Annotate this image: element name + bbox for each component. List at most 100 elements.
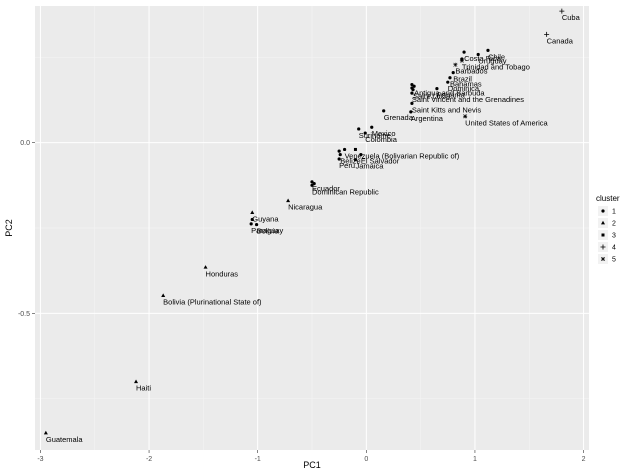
legend-label: 5 bbox=[612, 257, 616, 264]
point-label: Panama bbox=[437, 91, 466, 100]
data-point bbox=[337, 149, 341, 153]
point-label: Peru bbox=[339, 161, 355, 170]
data-point bbox=[448, 76, 452, 80]
data-points bbox=[43, 8, 565, 435]
y-tick-label: 0.0 bbox=[20, 140, 30, 147]
point-label: Argentina bbox=[411, 114, 444, 123]
data-point bbox=[337, 157, 341, 161]
point-label: Costa Rica bbox=[464, 54, 502, 63]
x-tick-label: 0 bbox=[364, 456, 368, 463]
legend-marker bbox=[601, 220, 605, 225]
data-point bbox=[410, 82, 414, 87]
legend-marker bbox=[601, 233, 605, 237]
point-label: Grenada bbox=[384, 113, 414, 122]
point-label: Dominica bbox=[448, 84, 480, 93]
data-point bbox=[370, 125, 374, 129]
data-point bbox=[310, 183, 314, 187]
legend-marker bbox=[601, 209, 605, 213]
point-label: Ecuador bbox=[312, 184, 340, 193]
data-point bbox=[203, 265, 208, 269]
x-tick-label: -2 bbox=[146, 456, 152, 463]
grid-minor bbox=[35, 6, 589, 450]
data-point bbox=[459, 58, 464, 63]
point-label: Bolivia bbox=[257, 227, 280, 236]
legend-title: cluster bbox=[596, 194, 620, 203]
point-label: Nicaragua bbox=[288, 203, 323, 212]
data-point bbox=[353, 158, 358, 162]
data-point bbox=[312, 182, 316, 186]
point-label: Honduras bbox=[206, 269, 239, 278]
x-axis-title: PC1 bbox=[303, 460, 321, 470]
data-point bbox=[249, 222, 253, 226]
legend-marker bbox=[600, 256, 606, 262]
x-tick-label: -3 bbox=[37, 456, 43, 463]
data-point bbox=[435, 87, 439, 91]
data-point bbox=[410, 91, 414, 95]
point-label: Jamaica bbox=[355, 162, 384, 171]
data-point bbox=[357, 127, 361, 131]
data-point bbox=[476, 52, 480, 57]
data-point bbox=[363, 131, 367, 135]
data-point bbox=[250, 210, 255, 215]
point-label: Trinidad and Tobago bbox=[462, 63, 530, 72]
point-label: Colombia bbox=[365, 135, 398, 144]
data-point bbox=[134, 379, 139, 384]
x-tick-label: -1 bbox=[255, 456, 261, 463]
point-label: Bahamas bbox=[450, 80, 482, 89]
data-point bbox=[338, 152, 342, 157]
point-label: United States of America bbox=[465, 118, 548, 127]
data-point bbox=[411, 88, 415, 92]
data-point bbox=[250, 217, 254, 222]
x-tick-label: 2 bbox=[582, 456, 586, 463]
legend-label: 2 bbox=[612, 221, 616, 228]
point-label: Cuba bbox=[562, 13, 581, 22]
point-label: Mexico bbox=[372, 129, 396, 138]
point-label: Antigua and Barbuda bbox=[414, 88, 485, 97]
point-label: Uruguay bbox=[478, 56, 507, 65]
point-label: Belize bbox=[340, 157, 360, 166]
data-point bbox=[43, 430, 48, 435]
data-point bbox=[412, 84, 416, 88]
x-tick-label: 1 bbox=[473, 456, 477, 463]
y-axis-title: PC2 bbox=[4, 219, 14, 237]
point-label: Canada bbox=[547, 36, 574, 45]
data-point bbox=[353, 147, 357, 151]
data-point bbox=[382, 109, 386, 113]
y-axis-ticks: -0.5 0.0 bbox=[18, 140, 35, 318]
data-point bbox=[410, 101, 414, 105]
point-label: Guyana bbox=[252, 215, 279, 224]
point-label: El Salvador bbox=[361, 157, 400, 166]
data-point bbox=[161, 293, 166, 298]
data-point bbox=[446, 80, 450, 84]
x-axis-ticks: -3 -2 -1 0 1 2 bbox=[37, 450, 586, 463]
point-label: Haiti bbox=[136, 384, 151, 393]
point-label: Saint Vincent and the Grenadines bbox=[412, 95, 524, 104]
point-label: Brazil bbox=[453, 75, 472, 84]
point-label: Guatemala bbox=[46, 435, 84, 444]
data-point bbox=[544, 31, 550, 37]
point-label: Bolivia (Plurinational State of) bbox=[163, 298, 262, 307]
point-label: Saint Kitts and Nevis bbox=[412, 105, 481, 114]
point-label: Venezuela (Bolivarian Republic of) bbox=[345, 151, 460, 160]
data-point bbox=[463, 114, 468, 119]
legend-label: 1 bbox=[612, 209, 616, 216]
point-labels: Cuba Canada Costa RicaChileUruguayTrinidad… bbox=[46, 13, 581, 444]
grid-major bbox=[35, 6, 589, 450]
legend-marker bbox=[600, 244, 606, 250]
data-point bbox=[486, 48, 490, 53]
point-label: Suriname bbox=[359, 131, 391, 140]
point-label: Barbados bbox=[455, 67, 487, 76]
legend-label: 3 bbox=[612, 233, 616, 240]
data-point bbox=[255, 222, 259, 227]
point-label: Saint Lucia bbox=[413, 92, 451, 101]
data-point bbox=[286, 198, 291, 203]
data-point bbox=[453, 62, 458, 67]
data-point bbox=[342, 147, 347, 152]
data-point bbox=[409, 110, 413, 114]
data-point bbox=[451, 71, 455, 75]
point-label: Paraguay bbox=[251, 226, 283, 235]
data-point bbox=[359, 152, 363, 157]
legend-label: 4 bbox=[612, 245, 616, 252]
point-label: Chile bbox=[488, 52, 505, 61]
